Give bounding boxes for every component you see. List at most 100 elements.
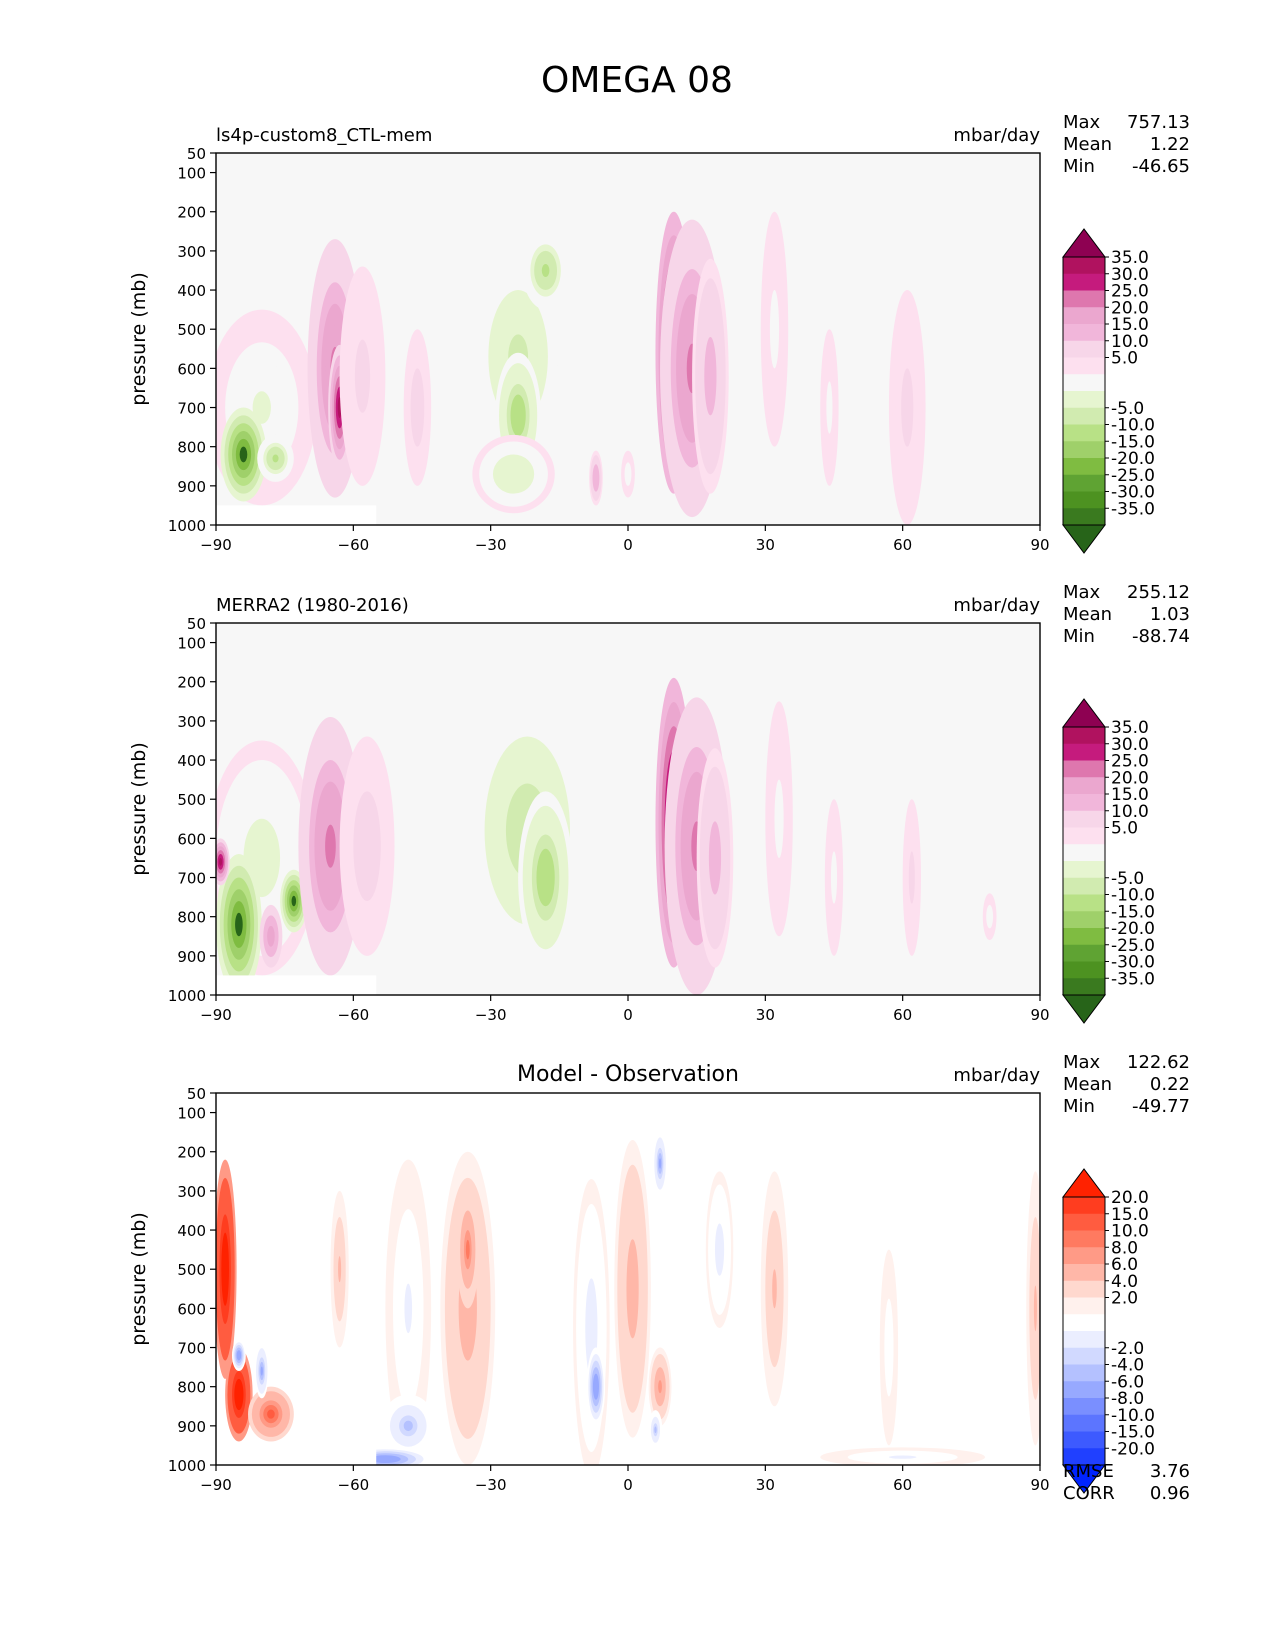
x-tick-label: 0	[623, 1476, 633, 1494]
colorbar-segment	[1063, 743, 1105, 761]
colorbar-label: 10.0	[1111, 1222, 1149, 1242]
contour-blob	[648, 1347, 672, 1426]
colorbar-segment	[1063, 777, 1105, 795]
contour-blob	[330, 1190, 349, 1348]
colorbar-segment	[1063, 407, 1105, 425]
colorbar-segment	[1063, 1197, 1105, 1215]
contour-blob	[518, 791, 574, 964]
y-tick-label: 400	[177, 1222, 206, 1240]
colorbar-label: -10.0	[1111, 886, 1155, 906]
colorbar-segment	[1063, 1247, 1105, 1265]
contour-blob	[653, 1132, 667, 1195]
colorbar-label: -6.0	[1111, 1372, 1144, 1392]
colorbar-label: 20.0	[1111, 768, 1149, 788]
colorbar-segment	[1063, 1398, 1105, 1416]
y-tick-label: 100	[177, 635, 206, 653]
contour-blob	[254, 1343, 269, 1399]
x-tick-label: −60	[338, 1006, 370, 1024]
y-tick-label: 200	[177, 1144, 206, 1162]
colorbar-segment	[1063, 357, 1105, 375]
contour-blob	[216, 854, 262, 995]
colorbar-segment	[1063, 861, 1105, 879]
colorbar-label: -35.0	[1111, 969, 1155, 989]
y-tick-label: 1000	[168, 1457, 206, 1475]
extra-stat-value: 3.76	[1150, 1461, 1190, 1482]
colorbar-segment	[1063, 491, 1105, 509]
colorbar-segment	[1063, 877, 1105, 895]
stat-label: Max	[1063, 1052, 1101, 1073]
stat-value: -49.77	[1132, 1096, 1190, 1117]
y-tick-label: 700	[177, 1340, 206, 1358]
colorbar-segment	[1063, 944, 1105, 962]
colorbar-label: 15.0	[1111, 1205, 1149, 1225]
colorbar-label: -20.0	[1111, 449, 1155, 469]
colorbar-segment	[1063, 810, 1105, 828]
colorbar-segment	[1063, 257, 1105, 275]
x-tick-label: 90	[1030, 536, 1049, 554]
colorbar-segment	[1063, 441, 1105, 459]
contour-blob	[982, 893, 997, 941]
colorbar-segment	[1063, 1381, 1105, 1399]
extra-stat-label: CORR	[1063, 1483, 1115, 1504]
colorbar-segment	[1063, 928, 1105, 946]
colorbar-segment	[1063, 961, 1105, 979]
y-tick-label: 700	[177, 400, 206, 418]
x-tick-label: 60	[893, 1476, 912, 1494]
panel-title: Model - Observation	[517, 1062, 739, 1087]
colorbar-label: -5.0	[1111, 399, 1144, 419]
contour-blob	[522, 231, 569, 310]
y-axis-label: pressure (mb)	[128, 272, 150, 406]
y-tick-label: 900	[177, 478, 206, 496]
panel-test: −90 −60 −30 0 30 60 90 50 100 200 300 400 500 600 700 8…	[128, 112, 1190, 554]
colorbar-label: -10.0	[1111, 416, 1155, 436]
contour-blob	[824, 799, 844, 956]
figure-title: OMEGA 08	[541, 60, 733, 101]
colorbar-segment	[1063, 273, 1105, 291]
colorbar-frame	[1062, 256, 1106, 526]
colorbar-segment	[1063, 458, 1105, 476]
y-tick-label: 800	[177, 909, 206, 927]
colorbar-label: -25.0	[1111, 936, 1155, 956]
colorbar-segment	[1063, 508, 1105, 526]
colorbar-label: -4.0	[1111, 1356, 1144, 1376]
contour-blob	[760, 211, 789, 447]
colorbar-label: -15.0	[1111, 902, 1155, 922]
y-tick-label: 800	[177, 1379, 206, 1397]
y-tick-label: 300	[177, 713, 206, 731]
colorbar-label: -35.0	[1111, 499, 1155, 519]
colorbar-label: 10.0	[1111, 802, 1149, 822]
y-tick-label: 600	[177, 360, 206, 378]
contour-blob	[621, 450, 635, 498]
y-tick-label: 1000	[168, 517, 206, 535]
contour-blob	[248, 1386, 294, 1442]
colorbar-label: -30.0	[1111, 953, 1155, 973]
x-tick-label: −90	[200, 536, 232, 554]
x-tick-label: 60	[893, 1006, 912, 1024]
colorbar-segment	[1063, 1314, 1105, 1332]
x-tick-label: 30	[756, 536, 775, 554]
colorbar-label: -15.0	[1111, 1423, 1155, 1443]
contour-blob	[232, 1339, 246, 1372]
colorbar-segment	[1063, 340, 1105, 358]
contour-blob	[339, 266, 386, 486]
stat-value: 1.22	[1150, 134, 1190, 155]
colorbar-label: 20.0	[1111, 1188, 1149, 1208]
y-tick-label: 600	[177, 830, 206, 848]
stat-value: 757.13	[1127, 112, 1190, 133]
contour-blob	[760, 1171, 789, 1407]
stat-value: 255.12	[1127, 582, 1190, 603]
colorbar-label: 6.0	[1111, 1255, 1138, 1275]
y-tick-label: 700	[177, 870, 206, 888]
stat-label: Mean	[1063, 1074, 1112, 1095]
y-tick-label: 500	[177, 791, 206, 809]
panel-units: mbar/day	[953, 595, 1040, 616]
panel-reference: −90 −60 −30 0 30 60 90 50 100 200 300 400 500 600 700 8…	[128, 582, 1190, 1024]
x-tick-label: 90	[1030, 1476, 1049, 1494]
colorbar-label: -10.0	[1111, 1406, 1155, 1426]
stat-label: Mean	[1063, 134, 1112, 155]
y-tick-label: 600	[177, 1300, 206, 1318]
contour-blob	[705, 1171, 734, 1328]
contour-blob	[692, 258, 729, 494]
stat-value: -88.74	[1132, 626, 1190, 647]
colorbar-frame	[1062, 726, 1106, 996]
